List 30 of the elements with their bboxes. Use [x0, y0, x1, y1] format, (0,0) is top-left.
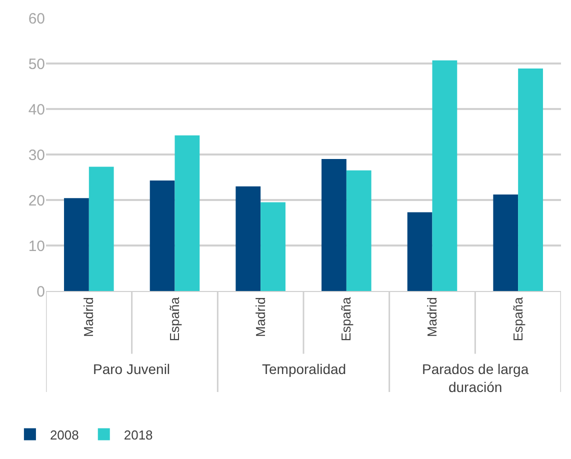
y-tick-label: 30 — [28, 146, 45, 164]
y-tick-label: 0 — [36, 283, 45, 300]
bar — [64, 198, 89, 291]
text: Temporalidad — [262, 361, 346, 377]
bar — [518, 68, 543, 291]
legend-label: 2018 — [124, 427, 153, 442]
bar — [174, 135, 200, 291]
bar — [407, 212, 432, 291]
x-tick-label: España — [166, 296, 182, 342]
bar — [322, 159, 346, 291]
bar — [493, 194, 518, 291]
y-tick-label: 20 — [28, 192, 45, 210]
x-tick-label: Madrid — [424, 297, 440, 337]
bar — [150, 180, 175, 291]
x-tick-label: Madrid — [81, 297, 96, 337]
x-tick-label: Madrid — [252, 297, 268, 337]
text: Paro Juvenil — [93, 361, 170, 377]
bar — [346, 170, 372, 291]
y-tick-label: 50 — [28, 56, 45, 73]
legend-label: 2008 — [50, 427, 79, 442]
bar — [236, 186, 261, 291]
text: Parados de larga duración — [422, 361, 529, 396]
y-tick-label: 60 — [28, 10, 45, 28]
y-tick-label: 10 — [28, 238, 45, 255]
bar — [88, 166, 114, 291]
x-tick-label: España — [338, 296, 354, 342]
bar — [432, 60, 458, 291]
x-tick-label: España — [510, 296, 526, 342]
bar — [260, 202, 286, 291]
y-tick-label: 40 — [28, 101, 45, 118]
